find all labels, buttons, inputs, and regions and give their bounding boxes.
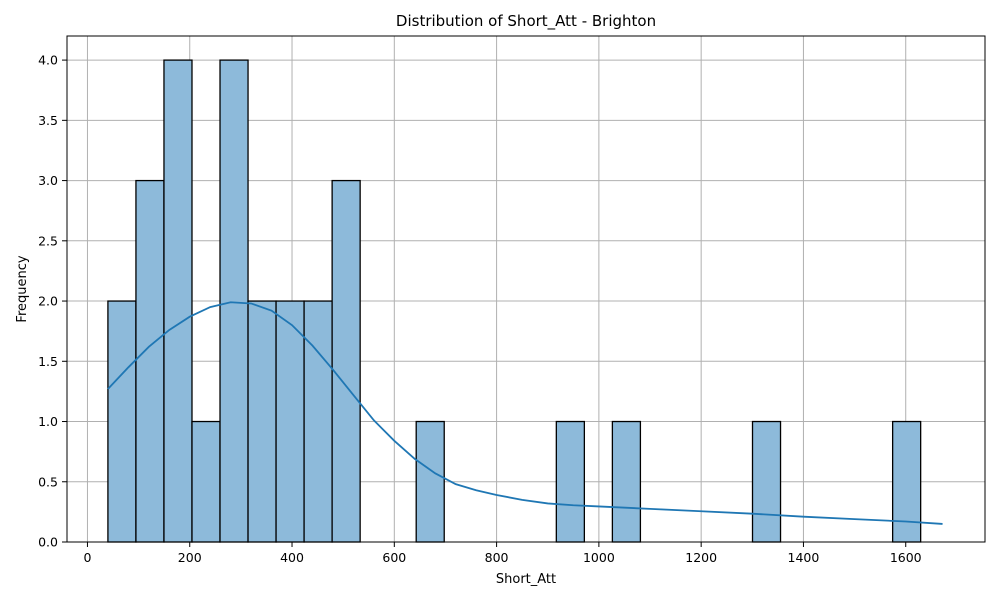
x-axis-label: Short_Att [496,572,556,587]
y-tick-label: 0.0 [38,535,58,550]
x-tick-label: 600 [382,550,406,565]
y-tick-label: 2.5 [38,233,58,248]
histogram-bar [164,60,192,542]
y-tick-label: 3.5 [38,113,58,128]
x-tick-label: 1200 [685,550,717,565]
histogram-bar [248,301,276,542]
chart-title: Distribution of Short_Att - Brighton [396,12,656,31]
histogram-bar [416,422,444,542]
histogram-bar [220,60,248,542]
x-tick-label: 0 [83,550,91,565]
histogram-bar [556,422,584,542]
y-tick-label: 3.0 [38,173,58,188]
y-tick-label: 1.5 [38,354,58,369]
y-tick-label: 4.0 [38,53,58,68]
x-tick-label: 200 [178,550,202,565]
x-tick-label: 800 [485,550,509,565]
x-tick-label: 1400 [788,550,820,565]
y-tick-label: 2.0 [38,294,58,309]
y-tick-label: 0.5 [38,474,58,489]
y-axis-label: Frequency [15,255,30,322]
histogram-bar [276,301,304,542]
histogram-bar [304,301,332,542]
x-tick-label: 400 [280,550,304,565]
histogram-bar [332,181,360,542]
histogram-bar [108,301,136,542]
x-tick-label: 1000 [583,550,615,565]
x-tick-label: 1600 [890,550,922,565]
histogram-bar [192,422,220,542]
histogram-bar [612,422,640,542]
histogram-bar [753,422,781,542]
histogram-bar [136,181,164,542]
y-tick-label: 1.0 [38,414,58,429]
histogram-bar [893,422,921,542]
